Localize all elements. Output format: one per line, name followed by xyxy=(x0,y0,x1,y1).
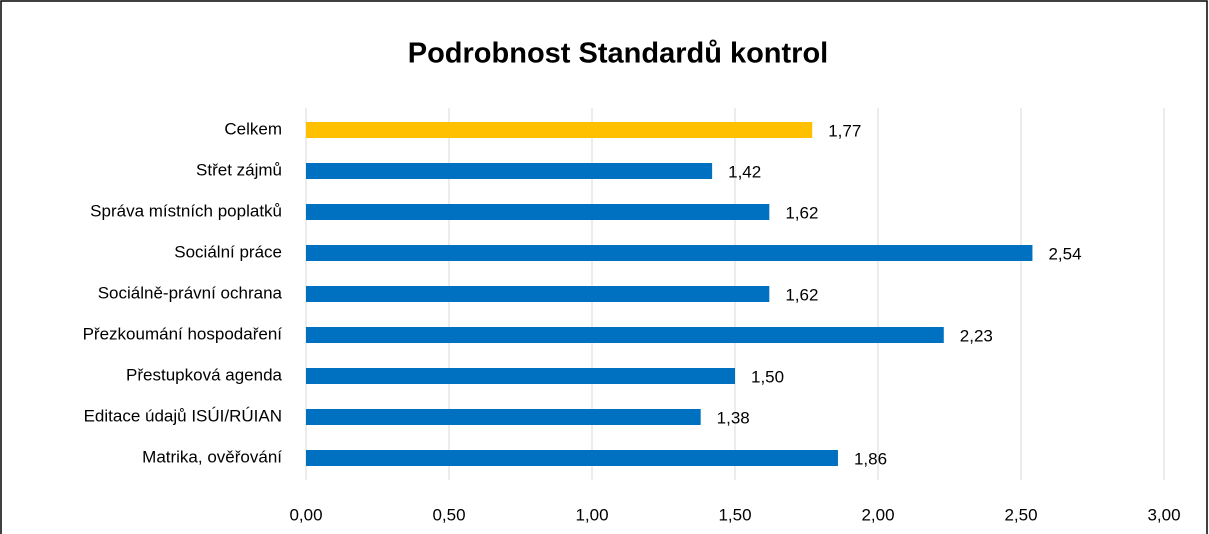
y-tick-label: Správa místních poplatků xyxy=(90,201,282,220)
y-tick-label: Sociální práce xyxy=(174,242,282,261)
data-label: 1,77 xyxy=(828,121,861,140)
x-tick-label: 3,00 xyxy=(1147,505,1180,524)
bar xyxy=(306,204,770,220)
data-label: 1,62 xyxy=(785,203,818,222)
data-label: 1,38 xyxy=(717,408,750,427)
bar xyxy=(306,286,770,302)
y-tick-label: Sociálně-právní ochrana xyxy=(98,283,283,302)
data-label: 1,42 xyxy=(728,162,761,181)
bar xyxy=(306,368,735,384)
data-label: 1,62 xyxy=(785,285,818,304)
x-tick-label: 0,50 xyxy=(432,505,465,524)
data-label: 1,50 xyxy=(751,367,784,386)
y-tick-label: Matrika, ověřování xyxy=(142,447,282,466)
x-tick-label: 2,00 xyxy=(861,505,894,524)
y-tick-label: Přezkoumání hospodaření xyxy=(83,324,283,343)
bar xyxy=(306,409,701,425)
data-label: 2,54 xyxy=(1048,244,1081,263)
x-tick-label: 1,00 xyxy=(575,505,608,524)
data-label: 1,86 xyxy=(854,449,887,468)
bar xyxy=(306,122,813,138)
y-tick-label: Střet zájmů xyxy=(196,160,282,179)
x-tick-label: 1,50 xyxy=(718,505,751,524)
bar xyxy=(306,450,838,466)
bar xyxy=(306,245,1033,261)
y-tick-label: Editace údajů ISÚI/RÚIAN xyxy=(84,406,282,425)
x-tick-label: 2,50 xyxy=(1004,505,1037,524)
data-label: 2,23 xyxy=(960,326,993,345)
x-tick-label: 0,00 xyxy=(289,505,322,524)
y-tick-label: Přestupková agenda xyxy=(126,365,282,384)
bar xyxy=(306,163,713,179)
bar xyxy=(306,327,944,343)
y-tick-label: Celkem xyxy=(224,119,282,138)
chart-title: Podrobnost Standardů kontrol xyxy=(408,38,829,70)
